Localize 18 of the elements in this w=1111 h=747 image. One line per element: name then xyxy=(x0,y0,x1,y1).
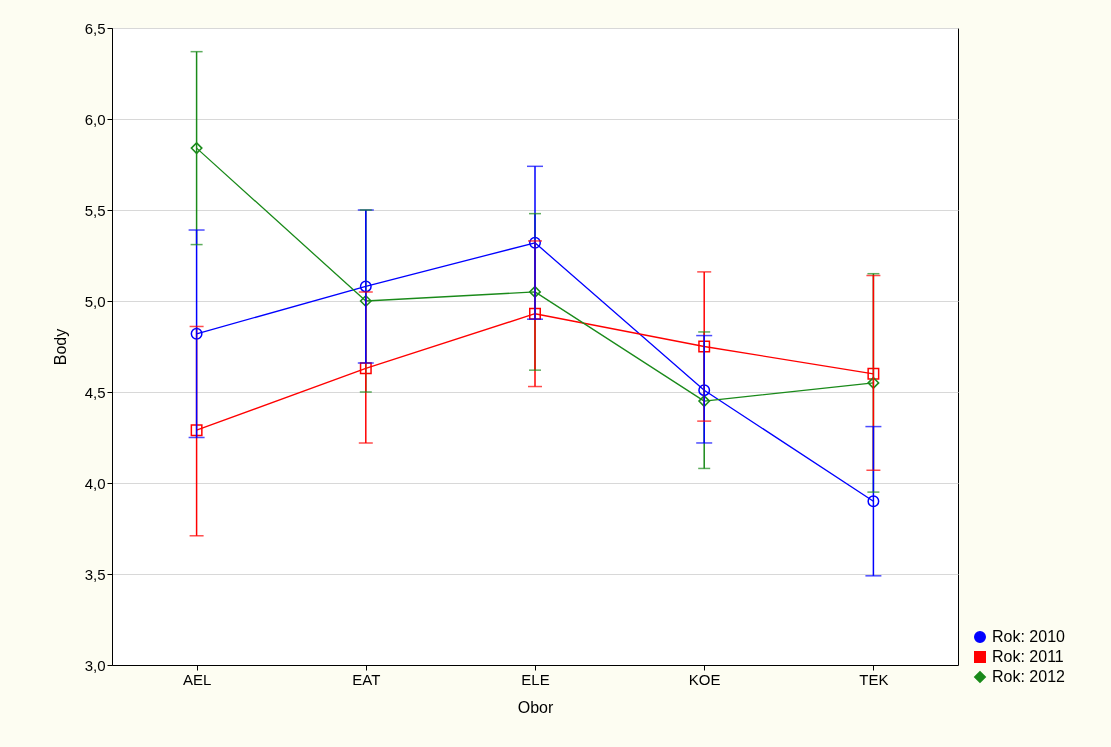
y-tick-label: 6,0 xyxy=(84,110,106,128)
y-axis-title: Body xyxy=(51,328,69,366)
y-tick-label: 5,5 xyxy=(84,201,106,219)
x-tick-label: EAT xyxy=(352,670,381,688)
legend-label: Rok: 2012 xyxy=(992,668,1066,685)
y-tick-label: 3,0 xyxy=(84,656,106,674)
y-tick-label: 5,0 xyxy=(84,292,106,310)
y-tick-label: 6,5 xyxy=(84,19,106,37)
x-tick-label: AEL xyxy=(182,670,212,688)
x-tick-label: TEK xyxy=(859,670,889,688)
x-tick-label: ELE xyxy=(521,670,550,688)
legend-label: Rok: 2011 xyxy=(992,648,1064,665)
x-axis-title: Obor xyxy=(517,698,554,716)
legend-label: Rok: 2010 xyxy=(992,628,1066,645)
y-tick-label: 4,0 xyxy=(84,474,106,492)
x-tick-label: KOE xyxy=(688,670,721,688)
y-tick-label: 4,5 xyxy=(84,383,106,401)
y-tick-label: 3,5 xyxy=(84,565,106,583)
